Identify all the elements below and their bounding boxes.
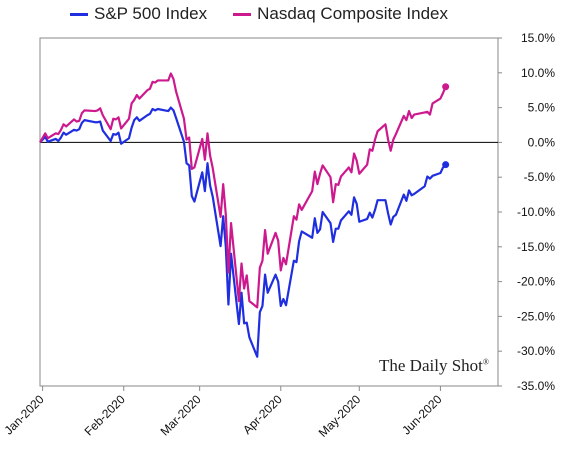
y-tick-label: -15.0% <box>517 240 555 254</box>
legend-label-nasdaq: Nasdaq Composite Index <box>257 4 448 23</box>
y-tick-label: -25.0% <box>517 309 555 323</box>
series-end-marker-nasdaq <box>442 83 450 91</box>
y-tick-label: -10.0% <box>517 205 555 219</box>
x-tick-label: May-2020 <box>316 392 364 440</box>
watermark: The Daily Shot® <box>379 356 489 376</box>
legend-item-sp500: S&P 500 Index <box>70 4 207 24</box>
y-tick-label: 5.0% <box>528 101 556 115</box>
y-tick-label: -5.0% <box>524 170 556 184</box>
x-tick-label: Jun-2020 <box>399 392 445 438</box>
legend-swatch-sp500 <box>70 12 88 16</box>
watermark-text: The Daily Shot <box>379 356 483 375</box>
x-tick-label: Jan-2020 <box>1 392 47 438</box>
legend-item-nasdaq: Nasdaq Composite Index <box>233 4 448 24</box>
series-line-nasdaq <box>39 72 447 309</box>
legend-label-sp500: S&P 500 Index <box>94 4 208 23</box>
x-tick-label: Apr-2020 <box>240 392 285 437</box>
series-end-marker-sp500 <box>442 161 450 169</box>
series-line-sp500 <box>39 106 447 358</box>
legend-swatch-nasdaq <box>233 12 252 16</box>
y-tick-label: -30.0% <box>517 344 555 358</box>
y-tick-label: 10.0% <box>521 66 555 80</box>
legend: S&P 500 Index Nasdaq Composite Index <box>70 4 448 24</box>
x-tick-label: Feb-2020 <box>82 392 128 438</box>
y-tick-label: 0.0% <box>528 135 556 149</box>
watermark-registered-mark: ® <box>482 357 489 367</box>
y-tick-label: -35.0% <box>517 379 555 393</box>
y-tick-label: -20.0% <box>517 275 555 289</box>
plot-frame <box>39 37 499 387</box>
y-tick-label: 15.0% <box>521 31 555 45</box>
x-tick-label: Mar-2020 <box>158 392 204 438</box>
